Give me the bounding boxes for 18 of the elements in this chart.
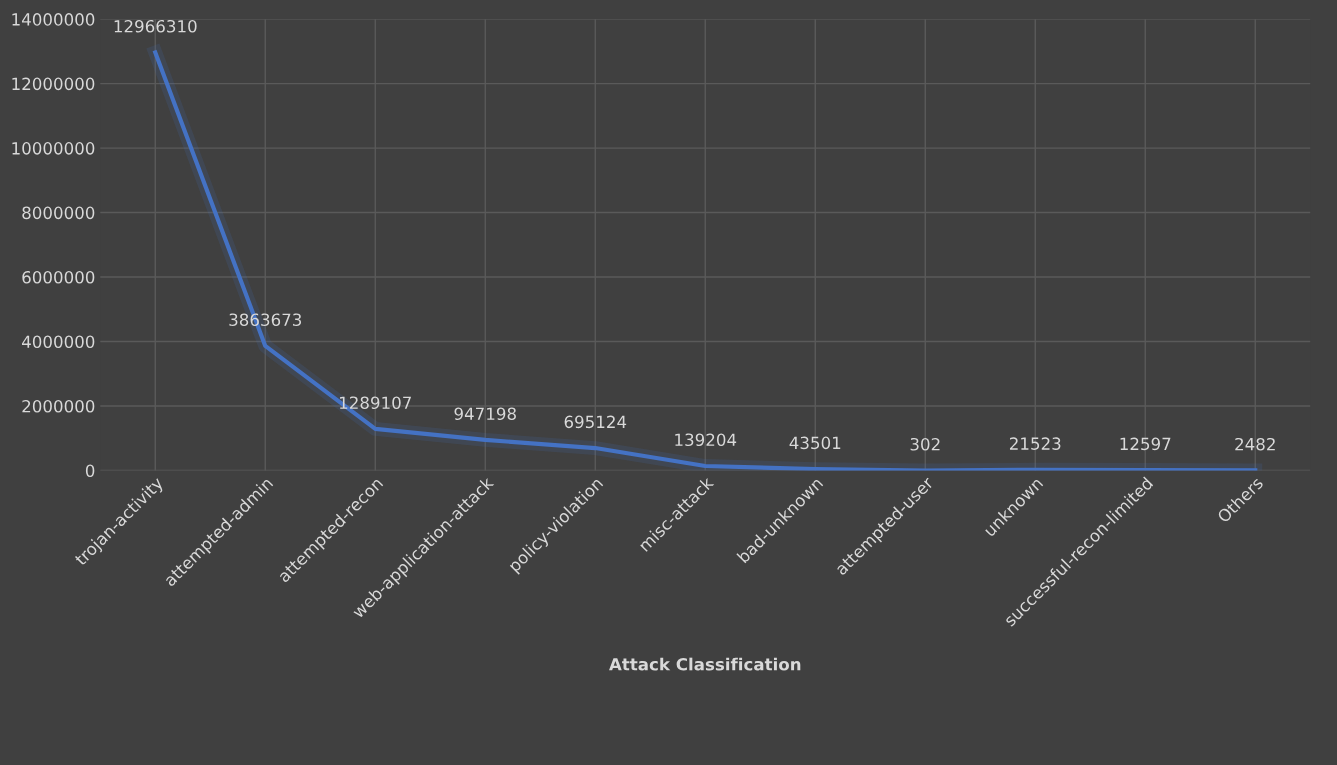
x-axis-title: Attack Classification: [609, 657, 801, 671]
y-tick-label: 4000000: [22, 335, 95, 349]
data-label: 695124: [564, 415, 627, 429]
data-label: 947198: [454, 407, 516, 421]
y-tick-label: 2000000: [22, 399, 95, 413]
data-label: 2482: [1235, 437, 1275, 451]
y-tick-label: 10000000: [12, 142, 95, 155]
data-label: 139204: [675, 433, 737, 447]
data-label: 43501: [789, 436, 841, 450]
y-tick-label: 0: [85, 464, 95, 478]
y-tick-label: 8000000: [22, 206, 95, 220]
y-tick-label: 6000000: [22, 271, 95, 284]
data-label: 21523: [1009, 437, 1061, 450]
y-tick-label: 12000000: [12, 77, 95, 91]
y-tick-label: 14000000: [12, 13, 95, 26]
data-label: 12597: [1120, 437, 1171, 451]
data-label: 12966310: [114, 19, 197, 33]
data-label: 302: [910, 437, 940, 451]
